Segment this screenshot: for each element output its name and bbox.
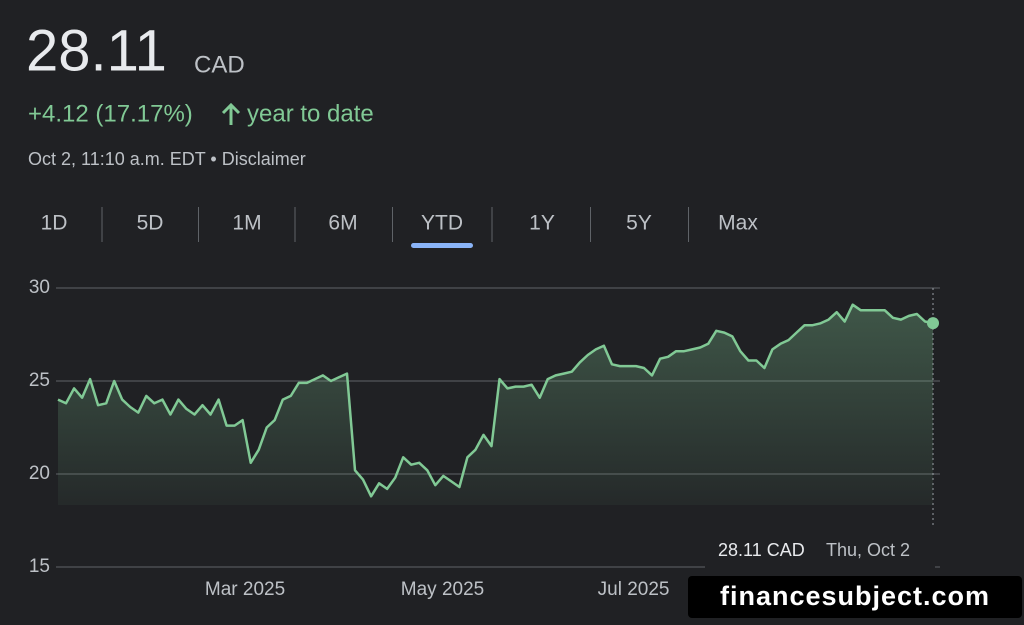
tooltip-date: Thu, Oct 2 (826, 540, 910, 560)
tooltip (705, 530, 935, 572)
x-tick-label: Jul 2025 (598, 579, 670, 600)
last-point (927, 317, 939, 330)
y-tick-label: 30 (29, 277, 50, 298)
tab[interactable]: 5Y (626, 212, 652, 235)
tab[interactable]: 6M (328, 212, 357, 235)
y-tick-label: 20 (29, 463, 50, 484)
tab-bar: 1D 5D 1M 6M YTD 1Y 5Y Max (41, 207, 758, 248)
period: year to date (247, 100, 374, 127)
currency: CAD (194, 51, 245, 78)
tab[interactable]: YTD (421, 212, 463, 235)
price-line (57, 303, 934, 498)
watermark: financesubject.com (720, 581, 990, 611)
tooltip-price: 28.11 CAD (718, 540, 805, 560)
up-arrow (221, 102, 241, 125)
timestamp[interactable]: Oct 2, 11:10 a.m. EDT • Disclaimer (28, 149, 306, 169)
watermark-box (688, 576, 1022, 618)
change: +4.12 (17.17%) (28, 100, 193, 127)
area (58, 304, 933, 505)
price: 28.11 (26, 18, 167, 83)
x-tick-label: May 2025 (401, 579, 484, 600)
tab[interactable]: 5D (137, 212, 164, 235)
tab-indicator (411, 243, 473, 248)
tab[interactable]: 1D (41, 212, 68, 235)
tab[interactable]: 1Y (529, 212, 555, 235)
y-tick-label: 15 (29, 556, 50, 577)
tab[interactable]: 1M (232, 212, 261, 235)
x-tick-label: Mar 2025 (205, 579, 285, 600)
tab[interactable]: Max (718, 212, 758, 235)
y-tick-label: 25 (29, 370, 50, 391)
